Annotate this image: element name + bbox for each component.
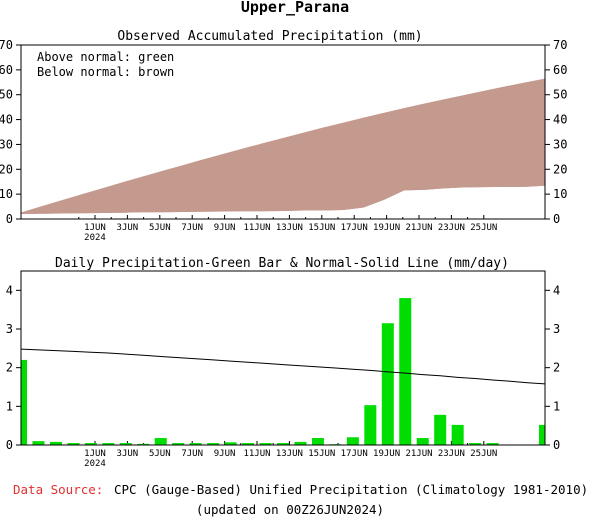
accum-chart: 0 0 10 10 20 20 30 30 40 40 50 50 60 60 70 70 1JUN 3JUN 5J… <box>0 38 567 243</box>
data-source-text: CPC (Gauge-Based) Unified Precipitation … <box>114 482 588 497</box>
accum-ytick-label-left: 50 <box>0 88 13 102</box>
accum-ytick-label-right: 30 <box>553 137 567 151</box>
daily-bar <box>154 438 167 445</box>
daily-chart-title: Daily Precipitation-Green Bar & Normal-S… <box>55 256 509 271</box>
daily-bar <box>242 443 255 445</box>
accum-ytick-label-left: 70 <box>0 38 13 52</box>
daily-xtick-label: 15JUN <box>308 449 335 459</box>
daily-plot-frame <box>20 270 546 446</box>
page-title: Upper_Parana <box>241 0 349 16</box>
daily-xtick-label: 19JUN <box>373 449 400 459</box>
daily-xtick-label: 5JUN <box>149 449 171 459</box>
daily-ytick-label-left: 1 <box>6 399 13 413</box>
daily-ytick-label-right: 1 <box>553 399 560 413</box>
accum-xtick-label: 13JUN <box>276 223 303 233</box>
accum-xtick-label: 9JUN <box>214 223 236 233</box>
accum-observed-line <box>20 184 546 215</box>
daily-ytick-label-left: 2 <box>6 361 13 375</box>
daily-bar <box>207 443 220 445</box>
daily-bar <box>172 443 185 445</box>
daily-bar <box>67 443 80 445</box>
accum-chart-title: Observed Accumulated Precipitation (mm) <box>117 29 422 44</box>
accum-xtick-label: 23JUN <box>438 223 465 233</box>
daily-bar <box>416 438 429 445</box>
daily-bar <box>346 437 359 445</box>
accum-xtick-label: 11JUN <box>243 223 270 233</box>
accum-xtick-label: 25JUN <box>470 223 497 233</box>
accum-ytick-label-right: 70 <box>553 38 567 52</box>
daily-bar <box>311 438 324 445</box>
accum-annotation-above: Above normal: green <box>37 50 174 64</box>
daily-xtick-label: 1JUN <box>84 449 106 459</box>
accum-xtick-label: 7JUN <box>181 223 203 233</box>
accum-below-normal-area <box>20 78 546 215</box>
daily-ytick-label-right: 3 <box>553 322 560 336</box>
daily-ytick-label-right: 2 <box>553 361 560 375</box>
daily-xtick-label: 7JUN <box>181 449 203 459</box>
daily-bar <box>32 441 45 445</box>
daily-bar <box>469 443 482 445</box>
daily-bar <box>137 443 150 445</box>
daily-bar <box>21 359 27 445</box>
accum-ytick-label-left: 0 <box>6 212 13 226</box>
accum-ytick-label-left: 30 <box>0 137 13 151</box>
daily-ytick-label-left: 0 <box>6 438 13 452</box>
daily-chart: 0 0 1 1 2 2 3 3 4 4 1JUN 3JUN 5JUN 7JUN 9JUN 11JUN 13JUN… <box>6 270 560 469</box>
daily-ytick-label-left: 4 <box>6 283 13 297</box>
daily-xtick-label: 9JUN <box>214 449 236 459</box>
daily-xtick-label: 17JUN <box>341 449 368 459</box>
updated-note: (updated on 00Z26JUN2024) <box>196 502 384 517</box>
daily-xtick-label: 25JUN <box>470 449 497 459</box>
daily-xtick-label: 3JUN <box>117 449 139 459</box>
accum-ytick-label-right: 10 <box>553 187 567 201</box>
data-source-label: Data Source: <box>13 482 103 497</box>
daily-xtick-label: 11JUN <box>243 449 270 459</box>
accum-xtick-label: 19JUN <box>373 223 400 233</box>
accum-ytick-label-left: 60 <box>0 63 13 77</box>
accum-xtick-label: 21JUN <box>405 223 432 233</box>
daily-bar <box>259 443 272 445</box>
daily-bar <box>119 443 132 445</box>
daily-bar <box>189 443 202 445</box>
accum-annotation-below: Below normal: brown <box>37 65 174 79</box>
accum-xtick-label: 17JUN <box>341 223 368 233</box>
accum-ytick-label-right: 60 <box>553 63 567 77</box>
accum-ytick-label-left: 40 <box>0 113 13 127</box>
daily-ytick-label-left: 3 <box>6 322 13 336</box>
daily-bar <box>381 323 394 445</box>
daily-xtick-label: 21JUN <box>405 449 432 459</box>
daily-normal-line <box>20 348 546 385</box>
daily-bar <box>486 443 499 445</box>
daily-bar <box>294 441 307 445</box>
accum-ytick-label-left: 20 <box>0 162 13 176</box>
daily-bar <box>277 443 289 445</box>
daily-ytick-label-right: 4 <box>553 283 560 297</box>
accum-ytick-label-right: 20 <box>553 162 567 176</box>
daily-year-label: 2024 <box>84 459 106 469</box>
accum-ytick-label-right: 0 <box>553 212 560 226</box>
accum-xtick-label: 5JUN <box>149 223 171 233</box>
accum-xtick-label: 1JUN <box>84 223 106 233</box>
accum-xtick-label: 3JUN <box>117 223 139 233</box>
accum-xtick-label: 15JUN <box>308 223 335 233</box>
daily-bar <box>364 405 377 445</box>
accum-year-label: 2024 <box>84 233 106 243</box>
accum-ytick-label-right: 40 <box>553 113 567 127</box>
accum-ytick-label-left: 10 <box>0 187 13 201</box>
daily-xtick-label: 23JUN <box>438 449 465 459</box>
daily-bar <box>434 414 447 445</box>
daily-xtick-label: 13JUN <box>276 449 303 459</box>
daily-bar <box>84 443 97 445</box>
daily-bar <box>49 441 62 445</box>
daily-bar <box>224 442 237 445</box>
accum-plot-frame <box>20 44 546 220</box>
daily-ytick-label-right: 0 <box>553 438 560 452</box>
daily-bar <box>539 424 545 445</box>
accum-ytick-label-right: 50 <box>553 88 567 102</box>
daily-bar <box>451 424 464 445</box>
daily-bar <box>102 443 115 445</box>
daily-bar <box>399 298 412 445</box>
